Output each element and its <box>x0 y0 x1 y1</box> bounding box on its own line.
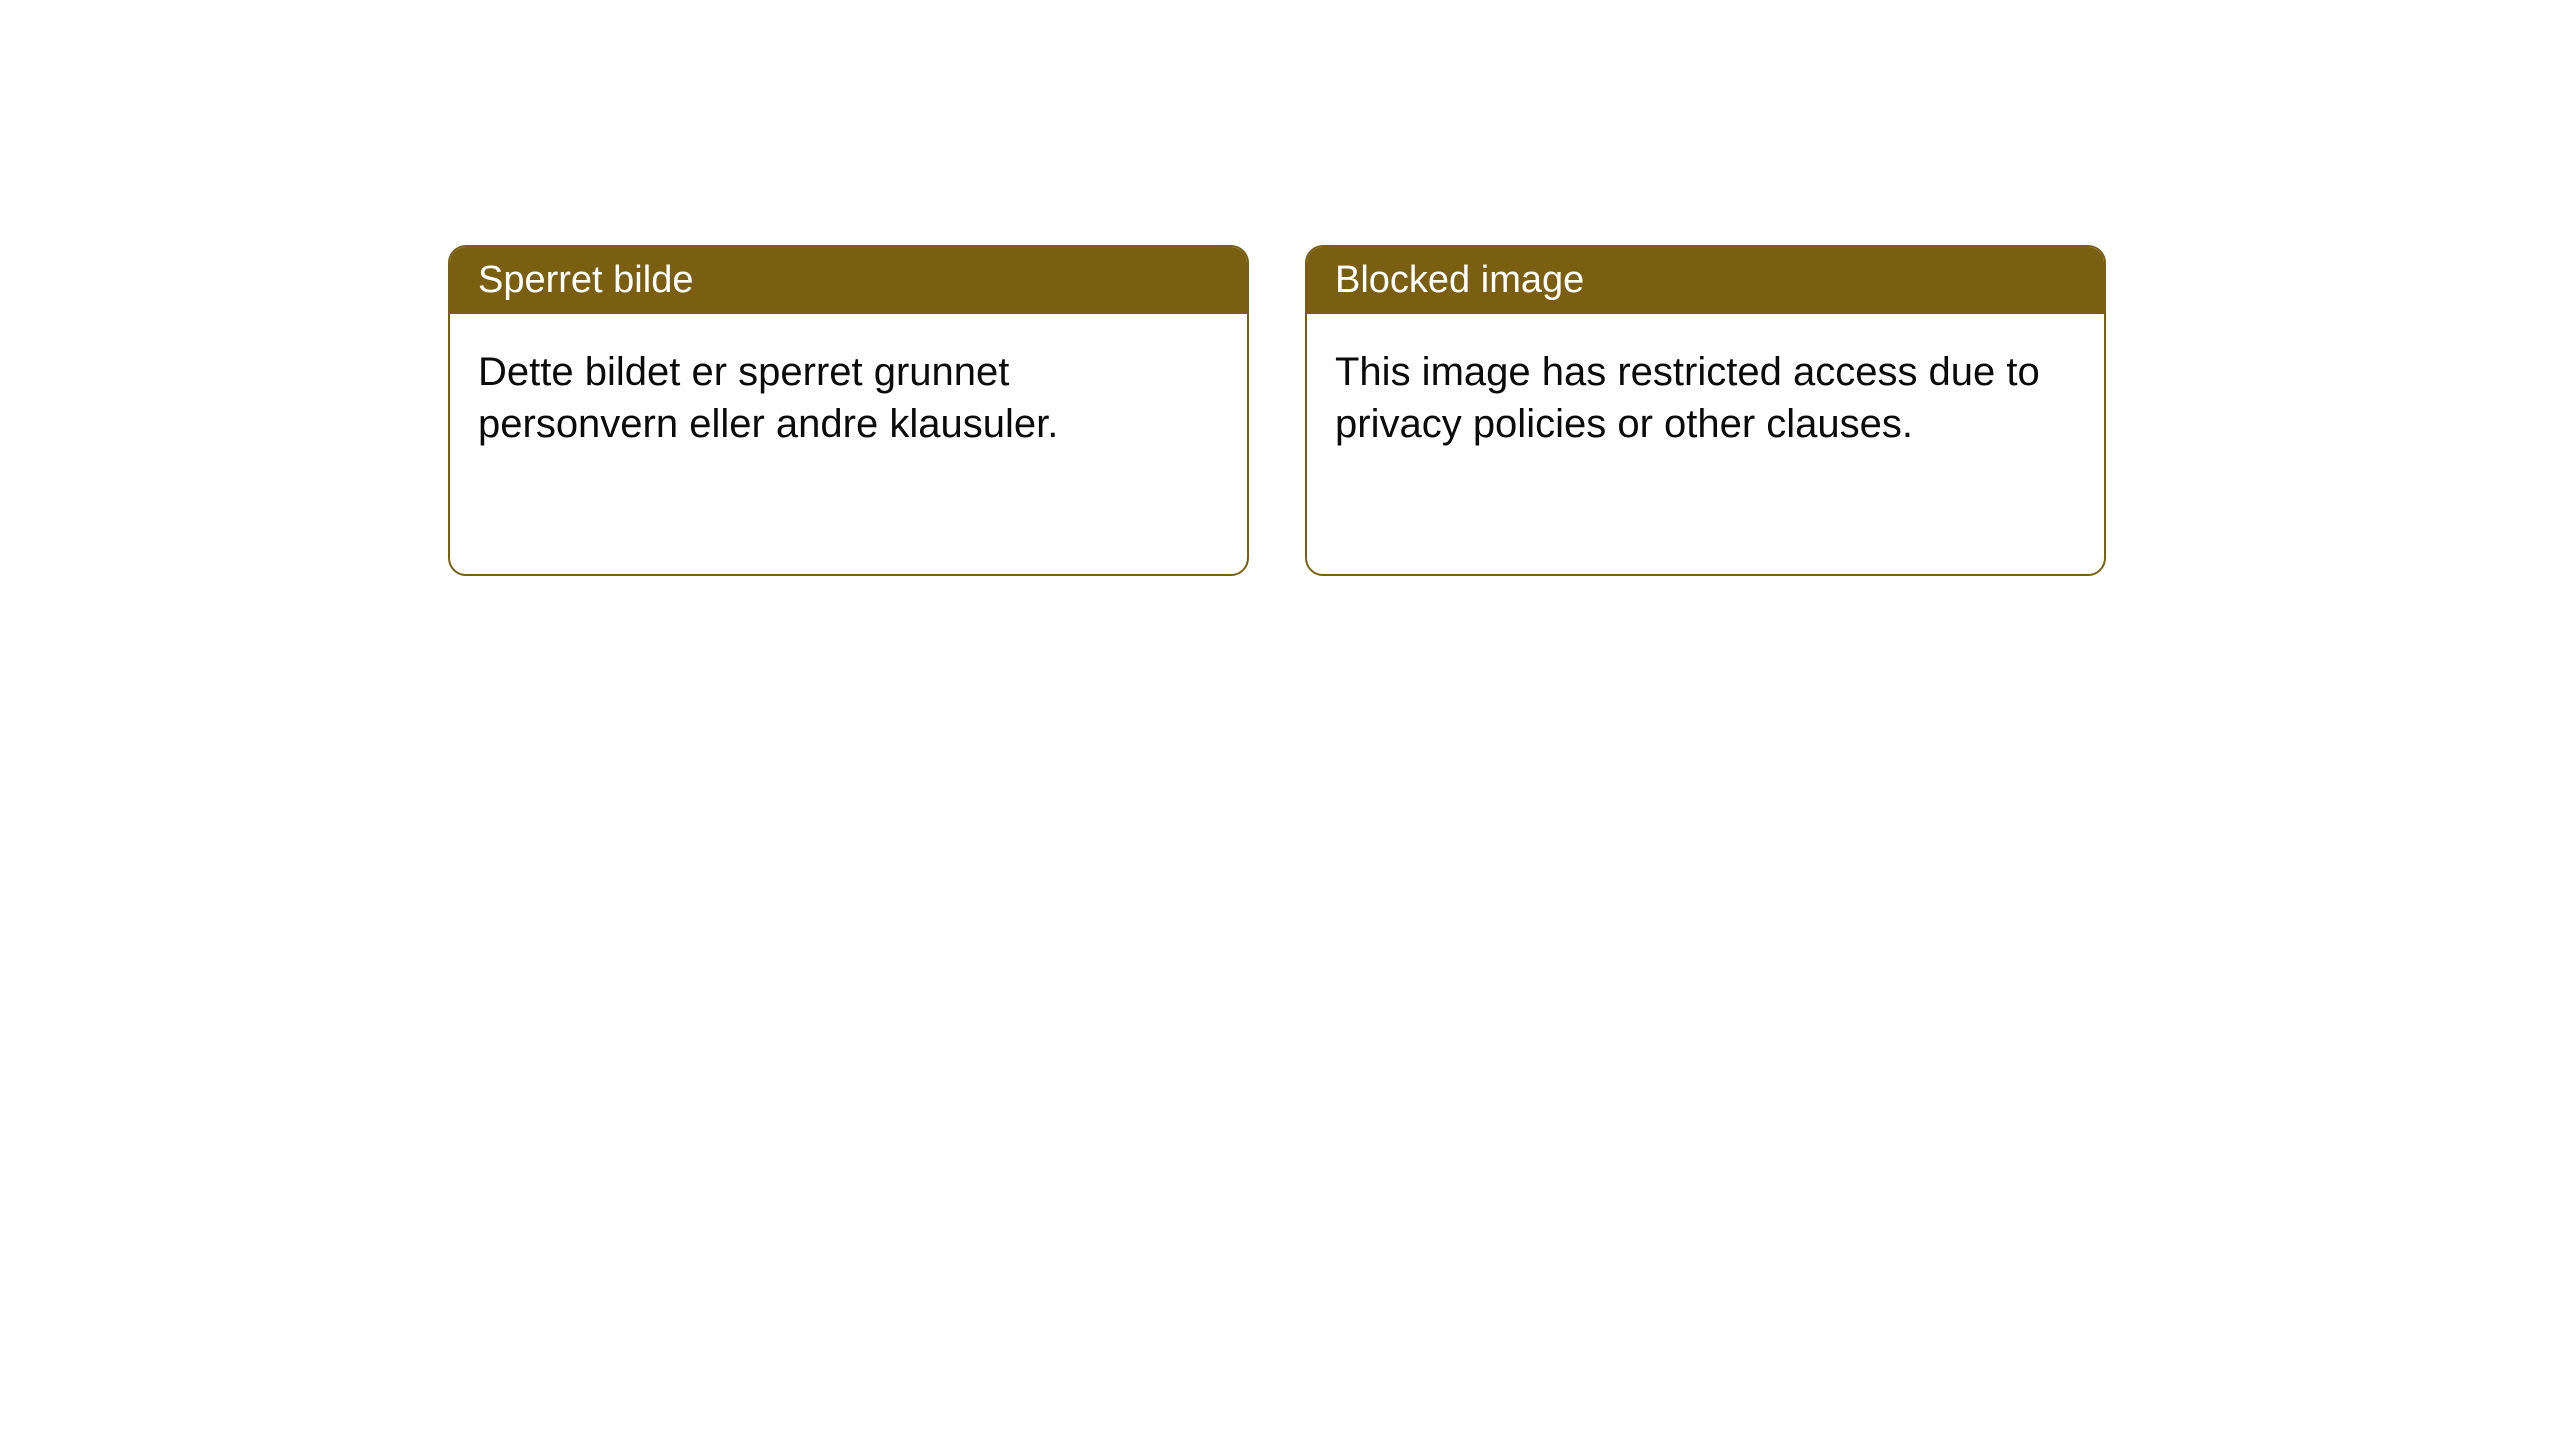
card-header-no: Sperret bilde <box>450 247 1247 314</box>
card-body-en: This image has restricted access due to … <box>1307 314 2104 574</box>
blocked-image-card-no: Sperret bilde Dette bildet er sperret gr… <box>448 245 1249 576</box>
message-cards-container: Sperret bilde Dette bildet er sperret gr… <box>448 245 2106 576</box>
card-body-no: Dette bildet er sperret grunnet personve… <box>450 314 1247 574</box>
blocked-image-card-en: Blocked image This image has restricted … <box>1305 245 2106 576</box>
card-header-en: Blocked image <box>1307 247 2104 314</box>
